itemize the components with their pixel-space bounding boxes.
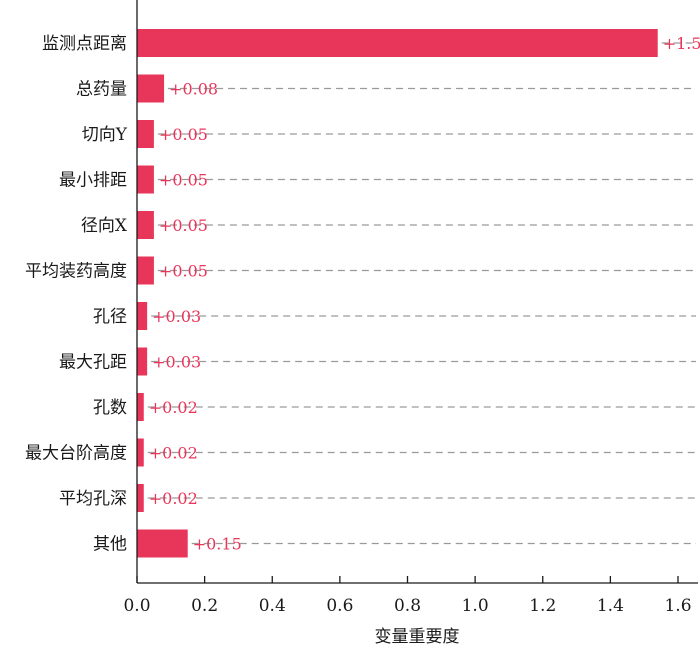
value-label: +0.08	[169, 80, 218, 99]
value-label: +0.02	[149, 444, 198, 463]
category-label: 最小排距	[59, 171, 127, 191]
value-label: +0.15	[193, 535, 242, 554]
x-tick-label: 1.4	[597, 596, 624, 616]
bars	[137, 29, 658, 558]
category-label: 最大台阶高度	[25, 444, 127, 464]
category-label: 切向Y	[82, 125, 128, 145]
category-label: 平均孔深	[59, 489, 127, 509]
x-tick-label: 1.2	[529, 596, 556, 616]
value-label: +1.54	[663, 34, 700, 53]
guide-lines	[147, 42, 696, 545]
x-tick-label: 0.8	[394, 596, 421, 616]
value-labels: +1.54 +0.08 +0.05 +0.05 +0.05 +0.05 +0.03 +0.03…	[149, 34, 700, 554]
bar	[137, 74, 165, 103]
category-label: 总药量	[76, 80, 127, 100]
value-label: +0.05	[159, 262, 208, 281]
category-label: 径向X	[81, 216, 128, 236]
value-label: +0.02	[149, 489, 198, 508]
axes: 0.0 0.2 0.4 0.6 0.8 1.0 1.2 1.4 1.6	[123, 0, 698, 616]
bar	[137, 529, 188, 558]
value-label: +0.05	[159, 125, 208, 144]
value-label: +0.02	[149, 398, 198, 417]
x-tick-label: 0.6	[326, 596, 353, 616]
bar	[137, 347, 148, 376]
x-tick-label: 0.2	[191, 596, 218, 616]
bar	[137, 120, 154, 148]
bar	[137, 256, 154, 285]
value-label: +0.05	[159, 216, 208, 235]
bar	[137, 29, 658, 57]
bar	[137, 211, 154, 239]
x-tick-label: 1.0	[462, 596, 489, 616]
bar	[137, 393, 144, 421]
bar	[137, 438, 144, 467]
category-label: 监测点距离	[42, 34, 127, 54]
category-label: 孔数	[93, 398, 127, 418]
bar	[137, 302, 148, 330]
x-tick-label: 0.4	[259, 596, 286, 616]
category-label: 其他	[93, 535, 127, 555]
x-axis-title: 变量重要度	[375, 627, 460, 647]
bar	[137, 484, 144, 512]
bar	[137, 165, 154, 194]
x-tick-label: 1.6	[664, 596, 691, 616]
value-label: +0.03	[152, 353, 201, 372]
x-tick-label: 0.0	[123, 596, 150, 616]
value-label: +0.05	[159, 171, 208, 190]
category-label: 最大孔距	[59, 353, 127, 373]
category-label: 平均装药高度	[25, 262, 127, 282]
value-label: +0.03	[152, 307, 201, 326]
category-label: 孔径	[93, 307, 127, 327]
